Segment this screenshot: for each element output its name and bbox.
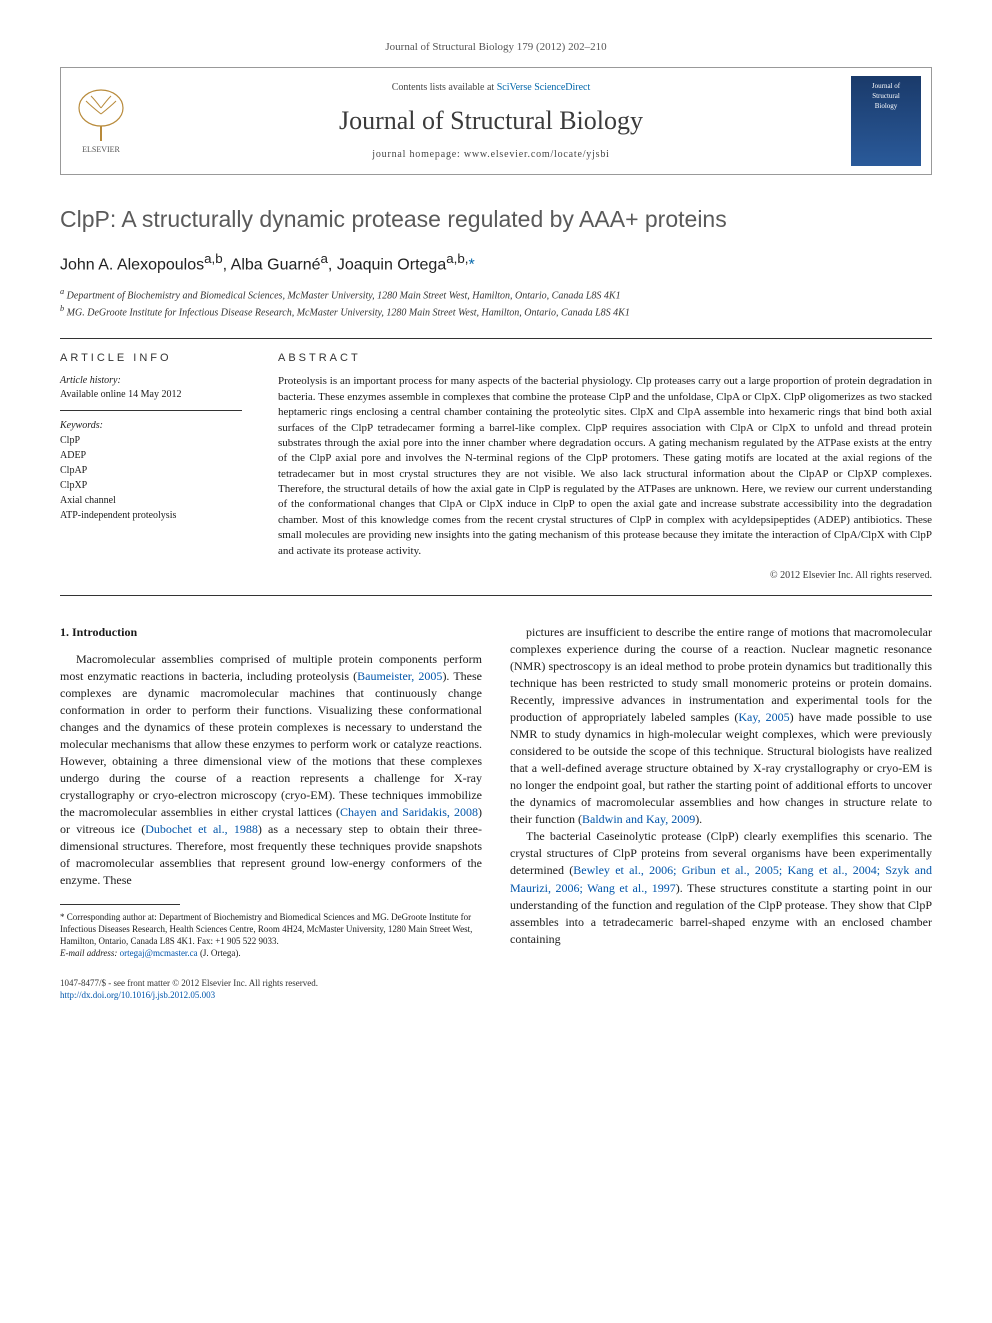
p1-text-b: ). These complexes are dynamic macromole… — [60, 669, 482, 819]
author-1: John A. Alexopoulos — [60, 256, 204, 273]
affiliation-b: b MG. DeGroote Institute for Infectious … — [60, 303, 932, 320]
footnote-separator — [60, 904, 180, 905]
cover-line2: Structural — [872, 92, 900, 102]
abstract-heading: ABSTRACT — [278, 351, 932, 366]
publisher-logo-cell: ELSEVIER — [61, 68, 141, 174]
email-link[interactable]: ortegaj@mcmaster.ca — [120, 948, 198, 958]
cite-kay-2005[interactable]: Kay, 2005 — [738, 710, 789, 724]
svg-text:ELSEVIER: ELSEVIER — [82, 145, 120, 154]
info-abstract-row: ARTICLE INFO Article history: Available … — [60, 338, 932, 596]
footnote-star: * — [60, 912, 67, 922]
homepage-prefix: journal homepage: — [372, 149, 464, 160]
author-3-affil: a,b, — [446, 251, 468, 266]
doi-link[interactable]: http://dx.doi.org/10.1016/j.jsb.2012.05.… — [60, 990, 215, 1000]
affiliation-a-text: Department of Biochemistry and Biomedica… — [67, 291, 621, 302]
intro-paragraph-3: The bacterial Caseinolytic protease (Clp… — [510, 828, 932, 947]
journal-homepage-line: journal homepage: www.elsevier.com/locat… — [149, 148, 833, 162]
history-line: Available online 14 May 2012 — [60, 388, 242, 402]
affiliation-a: a Department of Biochemistry and Biomedi… — [60, 286, 932, 303]
keywords-block: Keywords: ClpP ADEP ClpAP ClpXP Axial ch… — [60, 419, 242, 531]
email-label: E-mail address: — [60, 948, 120, 958]
header-center: Contents lists available at SciVerse Sci… — [141, 68, 841, 174]
corresponding-footnote: * Corresponding author at: Department of… — [60, 911, 482, 947]
journal-header-box: ELSEVIER Contents lists available at Sci… — [60, 67, 932, 175]
abstract-text: Proteolysis is an important process for … — [278, 374, 932, 559]
abstract-column: ABSTRACT Proteolysis is an important pro… — [260, 339, 932, 595]
body-column-left: 1. Introduction Macromolecular assemblie… — [60, 624, 482, 1001]
keyword-item: ClpP — [60, 433, 242, 448]
body-two-columns: 1. Introduction Macromolecular assemblie… — [60, 624, 932, 1001]
author-2-affil: a — [321, 251, 328, 266]
affiliation-b-text: MG. DeGroote Institute for Infectious Di… — [67, 307, 630, 318]
cite-dubochet-1988[interactable]: Dubochet et al., 1988 — [145, 822, 258, 836]
cover-line3: Biology — [875, 102, 898, 112]
bottom-identifiers: 1047-8477/$ - see front matter © 2012 El… — [60, 977, 482, 1001]
journal-name: Journal of Structural Biology — [149, 103, 833, 139]
keywords-label: Keywords: — [60, 419, 242, 433]
email-suffix: (J. Ortega). — [198, 948, 241, 958]
sciencedirect-link[interactable]: SciVerse ScienceDirect — [497, 82, 591, 93]
cover-thumb-cell: Journal of Structural Biology — [841, 68, 931, 174]
p2-text-b: ) have made possible to use NMR to study… — [510, 710, 932, 826]
copyright-line: © 2012 Elsevier Inc. All rights reserved… — [278, 569, 932, 583]
article-info-heading: ARTICLE INFO — [60, 351, 242, 366]
corresponding-star-link[interactable]: * — [468, 256, 474, 273]
elsevier-tree-logo: ELSEVIER — [71, 86, 131, 156]
cite-chayen-saridakis-2008[interactable]: Chayen and Saridakis, 2008 — [340, 805, 478, 819]
homepage-url: www.elsevier.com/locate/yjsbi — [464, 149, 610, 160]
keyword-item: ClpXP — [60, 478, 242, 493]
author-list: John A. Alexopoulosa,b, Alba Guarnéa, Jo… — [60, 250, 932, 277]
keyword-item: ADEP — [60, 448, 242, 463]
email-footnote: E-mail address: ortegaj@mcmaster.ca (J. … — [60, 947, 482, 959]
keywords-list: ClpP ADEP ClpAP ClpXP Axial channel ATP-… — [60, 433, 242, 523]
cite-baldwin-kay-2009[interactable]: Baldwin and Kay, 2009 — [582, 812, 695, 826]
keyword-item: Axial channel — [60, 493, 242, 508]
section-1-heading: 1. Introduction — [60, 624, 482, 641]
contents-available-line: Contents lists available at SciVerse Sci… — [149, 81, 833, 95]
article-history-block: Article history: Available online 14 May… — [60, 374, 242, 411]
p2-text-c: ). — [695, 812, 702, 826]
cite-baumeister-2005[interactable]: Baumeister, 2005 — [357, 669, 442, 683]
contents-prefix: Contents lists available at — [392, 82, 497, 93]
author-3: Joaquin Ortega — [337, 256, 446, 273]
journal-cover-thumbnail: Journal of Structural Biology — [851, 76, 921, 166]
keyword-item: ClpAP — [60, 463, 242, 478]
author-1-affil: a,b — [204, 251, 223, 266]
article-title: ClpP: A structurally dynamic protease re… — [60, 203, 932, 235]
intro-paragraph-2: pictures are insufficient to describe th… — [510, 624, 932, 828]
cover-line1: Journal of — [872, 82, 900, 92]
body-column-right: pictures are insufficient to describe th… — [510, 624, 932, 1001]
issn-line: 1047-8477/$ - see front matter © 2012 El… — [60, 977, 482, 989]
history-label: Article history: — [60, 374, 242, 388]
intro-paragraph-1: Macromolecular assemblies comprised of m… — [60, 651, 482, 889]
top-citation: Journal of Structural Biology 179 (2012)… — [60, 40, 932, 55]
footnote-text: Corresponding author at: Department of B… — [60, 912, 472, 946]
keyword-item: ATP-independent proteolysis — [60, 508, 242, 523]
author-2: Alba Guarné — [231, 256, 321, 273]
article-info-column: ARTICLE INFO Article history: Available … — [60, 339, 260, 595]
affiliations: a Department of Biochemistry and Biomedi… — [60, 286, 932, 320]
